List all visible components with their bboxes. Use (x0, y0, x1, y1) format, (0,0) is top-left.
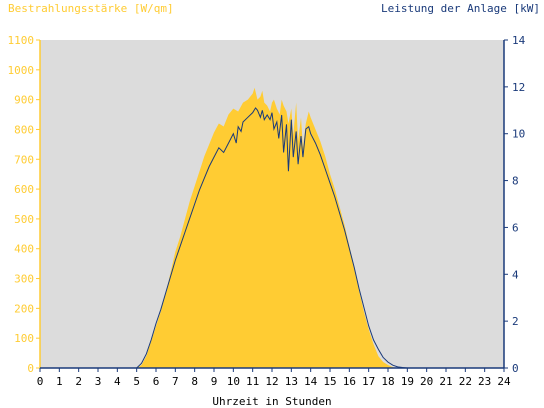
left-tick-label: 700 (14, 153, 34, 166)
x-tick-label: 10 (227, 375, 240, 388)
x-tick-label: 20 (420, 375, 433, 388)
x-tick-label: 3 (95, 375, 102, 388)
right-tick-label: 8 (512, 175, 519, 188)
x-tick-label: 11 (246, 375, 259, 388)
left-tick-label: 0 (27, 362, 34, 375)
left-axis-title: Bestrahlungsstärke [W/qm] (8, 2, 174, 15)
left-tick-label: 1000 (8, 64, 35, 77)
x-tick-label: 6 (153, 375, 160, 388)
power-line (40, 107, 504, 369)
x-tick-label: 24 (497, 375, 511, 388)
axes-layer: 0100200300400500600700800900100011000246… (8, 34, 526, 388)
x-tick-label: 21 (439, 375, 452, 388)
x-tick-label: 12 (265, 375, 278, 388)
x-tick-label: 8 (191, 375, 198, 388)
x-tick-label: 16 (343, 375, 356, 388)
right-tick-label: 10 (512, 128, 525, 141)
left-tick-label: 900 (14, 94, 34, 107)
x-tick-label: 19 (401, 375, 414, 388)
x-tick-label: 4 (114, 375, 121, 388)
right-tick-label: 2 (512, 315, 519, 328)
left-tick-label: 100 (14, 332, 34, 345)
left-tick-label: 500 (14, 213, 34, 226)
x-tick-label: 13 (285, 375, 298, 388)
x-tick-label: 14 (304, 375, 318, 388)
x-tick-label: 22 (459, 375, 472, 388)
x-tick-label: 0 (37, 375, 44, 388)
irradiance-area (136, 87, 432, 369)
right-tick-label: 4 (512, 268, 519, 281)
x-tick-label: 17 (362, 375, 375, 388)
x-tick-label: 9 (211, 375, 218, 388)
right-tick-label: 0 (512, 362, 519, 375)
x-tick-label: 2 (75, 375, 82, 388)
x-tick-label: 23 (478, 375, 491, 388)
series-layer (40, 87, 504, 369)
x-tick-label: 1 (56, 375, 63, 388)
x-tick-label: 7 (172, 375, 179, 388)
left-tick-label: 600 (14, 183, 34, 196)
x-tick-label: 18 (381, 375, 394, 388)
left-tick-label: 200 (14, 302, 34, 315)
x-tick-label: 15 (323, 375, 336, 388)
left-tick-label: 800 (14, 123, 34, 136)
left-tick-label: 300 (14, 273, 34, 286)
right-tick-label: 12 (512, 81, 525, 94)
x-tick-label: 5 (133, 375, 140, 388)
left-tick-label: 400 (14, 243, 34, 256)
right-axis-title: Leistung der Anlage [kW] (381, 2, 540, 15)
x-axis-title: Uhrzeit in Stunden (212, 395, 331, 408)
left-tick-label: 1100 (8, 34, 35, 47)
right-tick-label: 14 (512, 34, 526, 47)
right-tick-label: 6 (512, 221, 519, 234)
